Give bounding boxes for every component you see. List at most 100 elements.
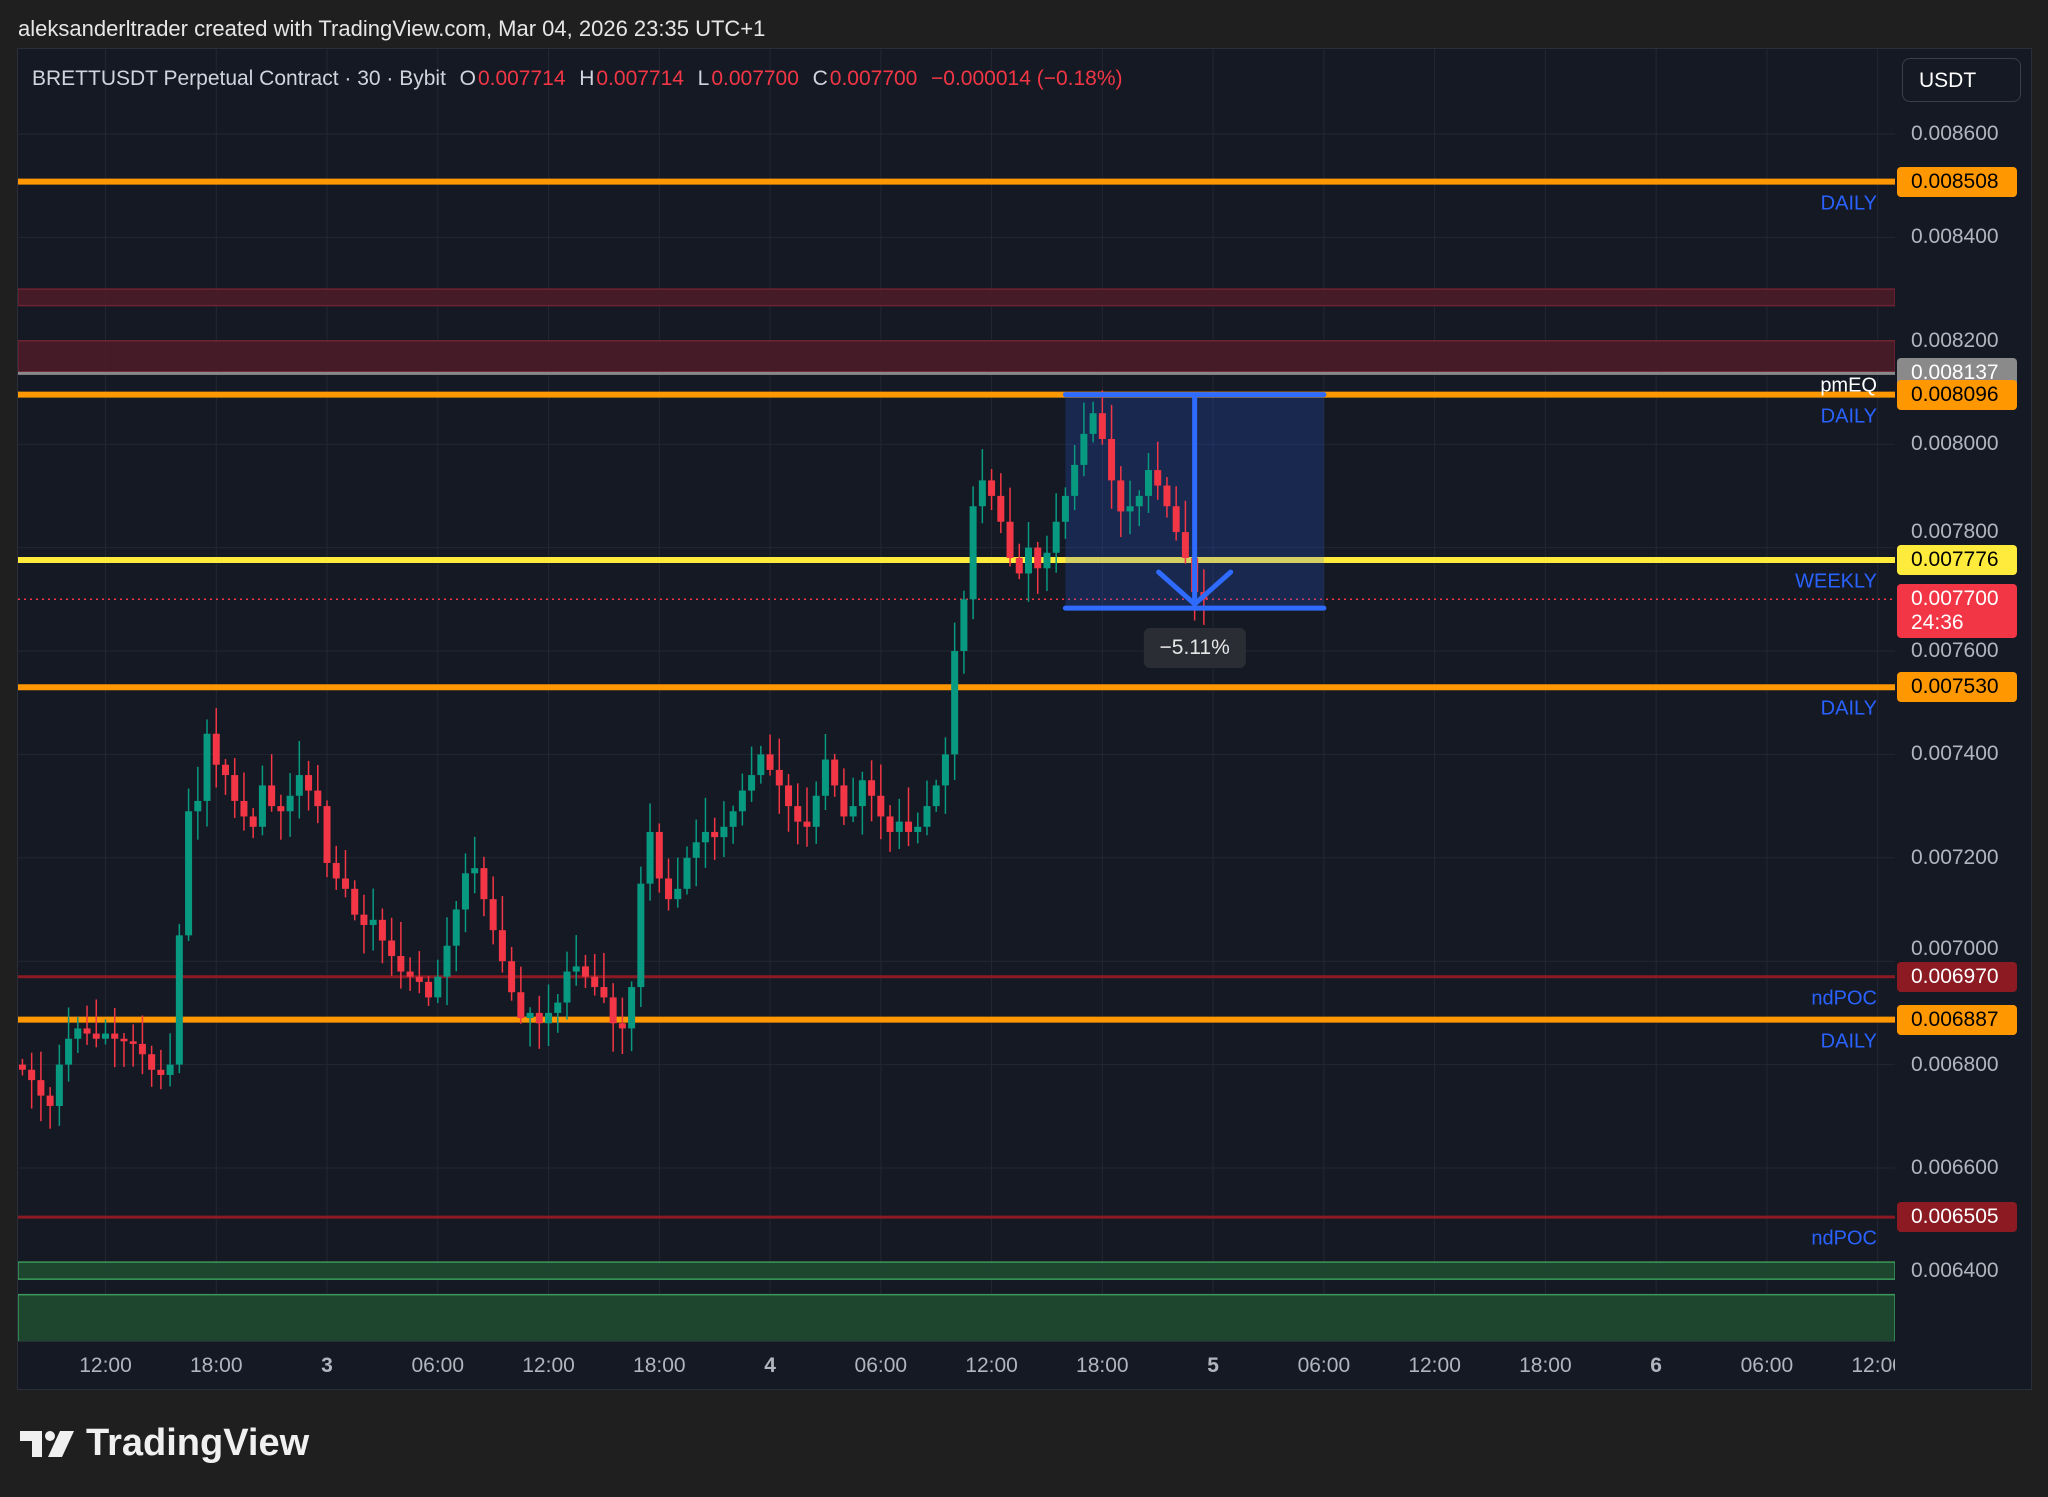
price-tick-label: 0.006800 (1911, 1052, 1999, 1076)
candle-up (1089, 413, 1097, 434)
candle-down (591, 976, 599, 988)
candle-down (498, 930, 506, 962)
candle-up (757, 754, 765, 776)
time-tick-label: 06:00 (411, 1354, 465, 1377)
candle-down (360, 914, 368, 926)
candle-down (831, 759, 839, 786)
time-tick-label: 12:00 (965, 1354, 1018, 1377)
candle-down (609, 997, 617, 1024)
price-tick-label: 0.006600 (1911, 1156, 1999, 1179)
level-tag: ndPOC (1811, 987, 1877, 1010)
candle-down (655, 831, 663, 879)
candle-up (369, 919, 377, 926)
candle-up (1043, 552, 1051, 569)
candle-up (203, 733, 211, 801)
tradingview-logo[interactable]: TradingView (20, 1422, 309, 1465)
candle-down (905, 821, 913, 832)
demand-zone (18, 1293, 1895, 1341)
candle-up (923, 806, 931, 827)
symbol-legend: BRETTUSDT Perpetual Contract · 30 · Bybi… (32, 67, 1125, 91)
candle-up (461, 873, 469, 910)
candle-up (1052, 521, 1060, 553)
candle-down (803, 821, 811, 827)
candle-down (600, 987, 608, 998)
time-tick-label: 06:00 (854, 1354, 908, 1377)
candle-down (1154, 470, 1162, 486)
candle-up (1025, 547, 1032, 574)
price-badge-ndpoc: 0.006505 (1897, 1202, 2017, 1233)
price-tick-label: 0.007400 (1911, 742, 1999, 766)
open-label: O (459, 67, 476, 90)
candle-up (960, 599, 968, 651)
candle-up (572, 966, 580, 972)
chart-canvas[interactable] (18, 49, 1895, 1341)
candle-down (18, 1064, 26, 1070)
candle-up (545, 1012, 553, 1024)
time-tick-label: 12:00 (522, 1354, 575, 1377)
time-tick-label: 06:00 (1740, 1354, 1794, 1377)
candle-down (508, 961, 516, 993)
candle-up (166, 1064, 174, 1075)
candle-down (268, 785, 276, 807)
candle-down (111, 1033, 119, 1039)
candle-up (914, 826, 922, 832)
candle-down (1034, 547, 1042, 569)
candle-down (341, 878, 349, 889)
candle-down (988, 480, 996, 496)
time-tick-label: 12:00 (79, 1354, 132, 1377)
symbol-title[interactable]: BRETTUSDT Perpetual Contract · 30 · Bybi… (32, 67, 446, 90)
candle-up (554, 1002, 562, 1013)
candle-down (1006, 521, 1014, 558)
candle-up (55, 1064, 63, 1106)
candle-down (314, 790, 322, 807)
candle-down (231, 775, 239, 801)
candle-down (794, 806, 802, 822)
candle-down (92, 1033, 100, 1039)
chart-plot-area[interactable]: DAILY DAILY pmEQ WEEKLY DAILY ndPOC DAILY ndPOC… (18, 49, 1895, 1341)
price-tick-label: 0.008400 (1911, 225, 1999, 249)
currency-button[interactable]: USDT (1902, 58, 2021, 102)
candle-up (821, 759, 829, 796)
level-tag: DAILY (1820, 405, 1877, 428)
time-tick-label: 6 (1650, 1354, 1662, 1377)
demand-zone (18, 1261, 1895, 1280)
candle-up (978, 480, 986, 507)
price-axis[interactable]: 0.006400 0.006600 0.006800 0.007000 0.007200… (1895, 49, 2031, 1389)
candle-down (46, 1095, 54, 1106)
candle-up (434, 976, 442, 998)
candle-up (258, 785, 266, 827)
price-tick-label: 0.006400 (1911, 1259, 1999, 1283)
candle-down (480, 868, 488, 900)
candle-down (489, 899, 497, 931)
candle-down (212, 733, 220, 765)
candle-down (1163, 485, 1171, 507)
high-label: H (579, 67, 595, 90)
chart-container[interactable]: DAILY DAILY pmEQ WEEKLY DAILY ndPOC DAILY ndPOC… (17, 48, 2032, 1390)
candle-up (729, 811, 737, 827)
pmeq-tag: pmEQ (1820, 374, 1877, 397)
time-tick-label: 12:00 (1408, 1354, 1461, 1377)
time-axis[interactable]: 12:00 18:00 3 06:00 12:00 18:00 4 06:00 12:00 18:… (18, 1341, 1895, 1390)
candle-down (277, 806, 285, 812)
price-badge-daily: 0.006887 (1897, 1004, 2017, 1035)
candle-up (932, 785, 940, 807)
candle-down (877, 795, 885, 817)
chart-caption: aleksanderltrader created with TradingVi… (18, 16, 766, 41)
time-tick-label: 4 (764, 1354, 776, 1377)
candle-down (1117, 480, 1125, 512)
level-tag: DAILY (1820, 697, 1877, 720)
price-tick-label: 0.007200 (1911, 845, 1999, 869)
candle-down (1015, 557, 1023, 574)
candle-up (1071, 464, 1079, 496)
candle-down (28, 1069, 36, 1081)
candle-down (157, 1069, 165, 1075)
price-badge-weekly: 0.007776 (1897, 545, 2017, 575)
candle-down (1181, 532, 1189, 558)
candle-down (148, 1054, 156, 1070)
candle-up (526, 1012, 534, 1019)
candle-down (618, 1023, 626, 1029)
candle-down (868, 780, 876, 796)
candle-down (37, 1080, 45, 1096)
last-price-value: 0.007700 (1911, 587, 1999, 611)
candle-down (785, 785, 793, 807)
